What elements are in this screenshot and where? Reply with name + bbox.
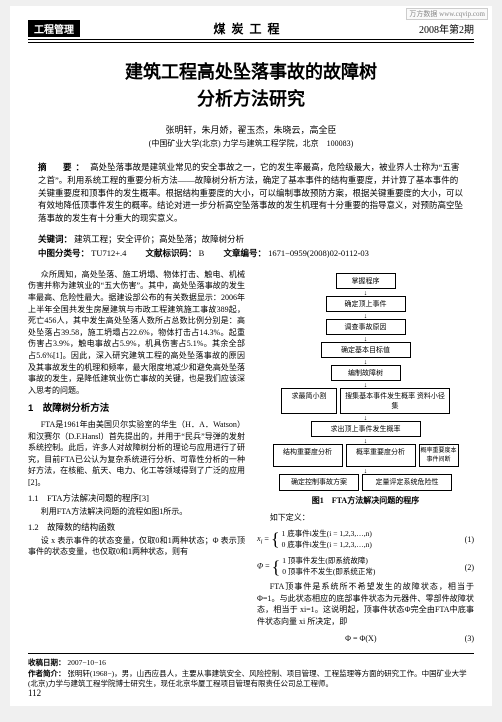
formula-3: Φ = Φ(X) (3) [257, 630, 474, 648]
body-columns: 众所周知，高处坠落、施工坍塌、物体打击、触电、机械伤害并称为建筑业的“五大伤害”… [28, 269, 474, 647]
fc-node-1: 掌握程序 [336, 273, 396, 289]
footnote-separator [28, 653, 474, 654]
formula-2: Φ = { 1 顶事件发生(即系统故障) 0 顶事件不发生(即系统正常) (2) [257, 553, 474, 581]
clc-value: TU712+.4 [91, 248, 126, 258]
figure-1-caption: 图1 FTA方法解决问题的程序 [257, 495, 474, 507]
fc-node-10b: 定量评定系统危险性 [362, 474, 452, 490]
fc-node-4: 确定基本目标值 [321, 342, 411, 358]
formula-3-text: Φ = Φ(X) [345, 634, 376, 643]
header-bar: 工程管理 煤炭工程 2008年第2期 [28, 20, 474, 40]
right-para-1: FTA顶事件是系统所不希望发生的故障状态，相当于Φ=1。与此状态相应的底部事件状… [257, 581, 474, 627]
fc-node-10a: 确定控制事故方案 [279, 474, 359, 490]
keywords-text: 建筑工程；安全评价；高处坠落；故障树分析 [74, 234, 244, 244]
intro-para: 众所周知，高处坠落、施工坍塌、物体打击、触电、机械伤害并称为建筑业的“五大伤害”… [28, 269, 245, 397]
formula-2-num: (2) [465, 562, 474, 574]
flowchart-figure: 掌握程序 ↓ 确定顶上事件 ↓ 调查事故原因 ↓ 确定基本目标值 ↓ 编制故障树… [257, 273, 474, 491]
formula-3-num: (3) [465, 633, 474, 645]
article-id-label: 文章编号： [223, 248, 266, 258]
received-date: 2007−10−16 [67, 658, 105, 667]
author-bio: 张明轩(1968−)，男，山西应县人，主要从事建筑安全、风险控制、项目管理、工程… [28, 669, 467, 689]
fc-node-9a: 结构重要度分析 [273, 444, 343, 467]
abstract-label: 摘 要： [38, 162, 88, 172]
affiliation: (中国矿业大学(北京) 力学与建筑工程学院，北京 100083) [28, 138, 474, 149]
section-12-para: 设 x 表示事件的状态变量，仅取0和1两种状态；Φ 表示顶事件的状态变量，也仅取… [28, 535, 245, 558]
fc-node-side: 概率重要度本事件间断 [419, 444, 459, 467]
formula-2b: 0 顶事件不发生(即系统正常) [282, 567, 375, 576]
received-date-label: 收稿日期： [28, 658, 66, 667]
abstract-text: 高处坠落事故是建筑业常见的安全事故之一，它的发生率最高，危险级最大，被业界人士称… [38, 162, 463, 223]
definition-intro: 如下定义： [257, 512, 474, 524]
fc-node-2: 确定顶上事件 [326, 296, 406, 312]
doc-label: 文献标识码： [146, 248, 197, 258]
fc-node-5: 编制故障树 [331, 365, 401, 381]
formula-1-num: (1) [465, 534, 474, 546]
section-1-para: FTA是1961年由美国贝尔实验室的华生（H．A．Watson）和汉赛尔（D.F… [28, 419, 245, 489]
footnotes: 收稿日期： 2007−10−16 作者简介： 张明轩(1968−)，男，山西应县… [28, 658, 474, 690]
header-rule [28, 42, 474, 43]
keywords: 关键词： 建筑工程；安全评价；高处坠落；故障树分析 [38, 233, 464, 245]
issue-label: 2008年第2期 [419, 21, 474, 36]
watermark: 万方数据 www.cqvip.com [406, 8, 488, 20]
right-column: 掌握程序 ↓ 确定顶上事件 ↓ 调查事故原因 ↓ 确定基本目标值 ↓ 编制故障树… [257, 269, 474, 647]
abstract: 摘 要： 高处坠落事故是建筑业常见的安全事故之一，它的发生率最高，危险级最大，被… [38, 161, 464, 225]
page-number: 112 [28, 688, 41, 698]
section-11-heading: 1.1 FTA方法解决问题的程序[3] [28, 492, 245, 504]
fc-node-8: 求出顶上事件发生概率 [311, 421, 421, 437]
section-12-heading: 1.2 故障数的结构函数 [28, 521, 245, 533]
formula-1: xi = { 1 底事件i发生(i = 1,2,3,…,n) 0 底事件i发生(… [257, 526, 474, 554]
title-line-2: 分析方法研究 [28, 86, 474, 113]
left-column: 众所周知，高处坠落、施工坍塌、物体打击、触电、机械伤害并称为建筑业的“五大伤害”… [28, 269, 245, 647]
keywords-label: 关键词： [38, 234, 72, 244]
fc-node-9b: 概率重要度分析 [346, 444, 416, 467]
clc-label: 中图分类号： [38, 248, 89, 258]
formula-2a: 1 顶事件发生(即系统故障) [282, 556, 368, 565]
article-id-value: 1671−0959(2008)02-0112-03 [268, 248, 369, 258]
section-11-para: 利用FTA方法解决问题的流程如图1所示。 [28, 506, 245, 518]
title-line-1: 建筑工程高处坠落事故的故障树 [28, 59, 474, 86]
authors: 张明轩，朱月娇，翟玉杰，朱晓云，高全臣 [28, 123, 474, 136]
section-1-heading: 1 故障树分析方法 [28, 402, 245, 416]
classification-line: 中图分类号： TU712+.4 文献标识码： B 文章编号： 1671−0959… [38, 247, 464, 259]
article-title: 建筑工程高处坠落事故的故障树 分析方法研究 [28, 59, 474, 113]
category-label: 工程管理 [28, 20, 80, 37]
author-bio-label: 作者简介： [28, 669, 66, 678]
formula-1a: 1 底事件i发生(i = 1,2,3,…,n) [282, 529, 372, 538]
journal-name: 煤炭工程 [213, 20, 285, 37]
formula-1b: 0 底事件i发生(i = 1,2,3,…,n) [282, 540, 372, 549]
fc-node-7: 搜集基本事件发生概率 资料小径集 [340, 388, 450, 414]
fc-node-6: 求最简小割 [281, 388, 337, 414]
doc-value: B [199, 248, 205, 258]
fc-node-3: 调查事故原因 [326, 319, 406, 335]
